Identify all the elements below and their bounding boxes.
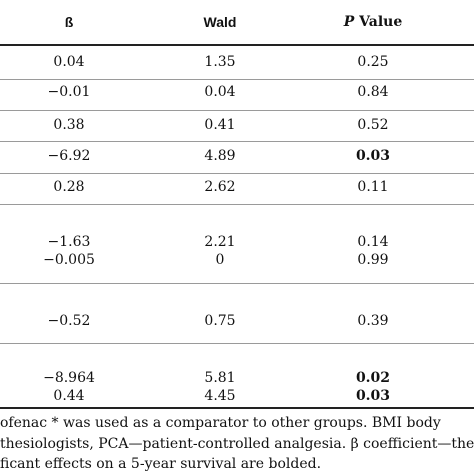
cell-p-value: 0.84	[357, 84, 389, 100]
table-bottom-rule	[0, 407, 474, 409]
cell-p-value-significant: 0.03	[355, 388, 391, 404]
row-divider	[0, 343, 474, 344]
footnote-line: ofenac * was used as a comparator to oth…	[0, 415, 441, 431]
cell-beta: 0.28	[53, 179, 85, 195]
cell-p-value-significant: 0.03	[355, 148, 391, 164]
header-rule	[0, 44, 474, 46]
row-divider	[0, 79, 474, 80]
header-wald: Wald	[203, 14, 237, 30]
footnote-line: ficant effects on a 5-year survival are …	[0, 456, 322, 472]
cell-p-value-significant: 0.02	[355, 370, 391, 386]
cell-beta: −0.52	[47, 313, 91, 329]
cell-wald: 2.62	[204, 179, 236, 195]
row-divider	[0, 283, 474, 284]
header-beta: ß	[64, 14, 74, 30]
cell-wald: 4.89	[204, 148, 236, 164]
cell-p-value: 0.99	[357, 252, 389, 268]
cell-wald: 0.41	[204, 117, 236, 133]
cell-p-value: 0.52	[357, 117, 389, 133]
cell-wald: 0	[215, 252, 225, 268]
cell-beta: 0.44	[53, 388, 85, 404]
cell-wald: 0.75	[204, 313, 236, 329]
cell-beta: 0.38	[53, 117, 85, 133]
cell-p-value: 0.11	[357, 179, 389, 195]
row-divider	[0, 173, 474, 174]
row-divider	[0, 204, 474, 205]
header-p-value: P Value	[343, 14, 403, 30]
cell-wald: 5.81	[204, 370, 236, 386]
cell-wald: 2.21	[204, 234, 236, 250]
footnote-line: thesiologists, PCA—patient-controlled an…	[0, 436, 474, 452]
cell-p-value: 0.39	[357, 313, 389, 329]
cell-beta: −8.964	[43, 370, 95, 386]
cell-p-value: 0.25	[357, 54, 389, 70]
cell-p-value: 0.14	[357, 234, 389, 250]
row-divider	[0, 110, 474, 111]
cell-beta: −0.005	[43, 252, 95, 268]
cell-beta: 0.04	[53, 54, 85, 70]
cell-wald: 0.04	[204, 84, 236, 100]
cell-beta: −1.63	[47, 234, 91, 250]
cell-beta: −0.01	[47, 84, 91, 100]
cell-wald: 1.35	[204, 54, 236, 70]
cell-beta: −6.92	[47, 148, 91, 164]
row-divider	[0, 141, 474, 142]
cell-wald: 4.45	[204, 388, 236, 404]
